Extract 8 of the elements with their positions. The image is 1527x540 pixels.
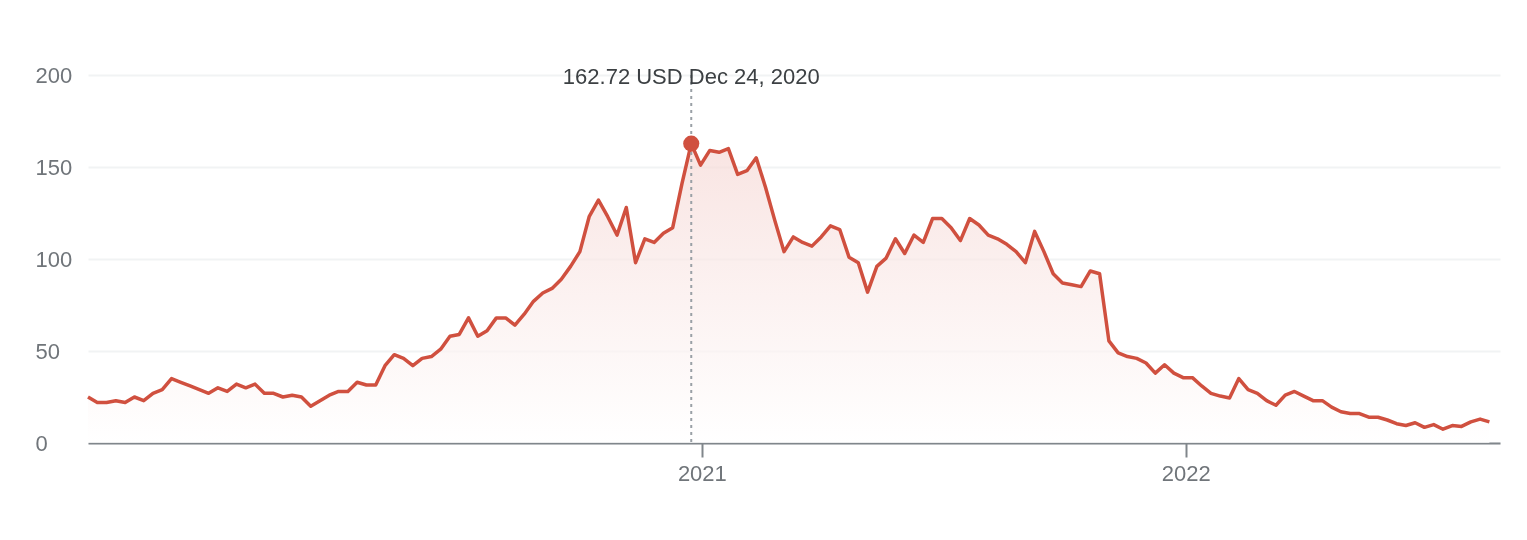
x-tick-label: 2021 [677,460,727,486]
x-tick-label: 2022 [1161,460,1211,486]
y-tick-label: 50 [35,338,60,364]
y-tick-label: 100 [35,246,73,272]
y-tick-label: 200 [35,62,73,88]
y-tick-label: 150 [35,154,73,180]
y-tick-label: 0 [35,430,48,456]
annotation: 162.72 USD Dec 24, 2020 [562,64,820,89]
